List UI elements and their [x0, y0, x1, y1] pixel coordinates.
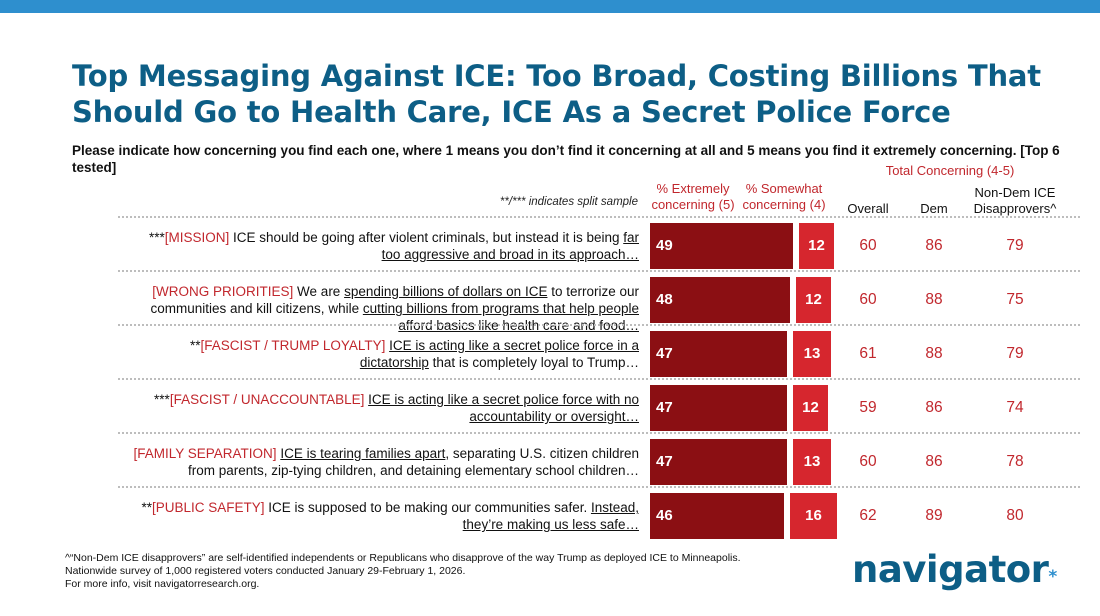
- message-text: [FAMILY SEPARATION] ICE is tearing famil…: [133, 446, 640, 478]
- message-tag: [PUBLIC SAFETY]: [152, 500, 265, 515]
- bar-somewhat: 12: [793, 385, 828, 431]
- bar-somewhat: 13: [793, 439, 831, 485]
- footnote-definition: ^“Non-Dem ICE disapprovers” are self-ide…: [65, 552, 741, 564]
- bar-extremely: 46: [650, 493, 784, 539]
- row-divider: [118, 432, 1080, 434]
- row-divider: [118, 378, 1080, 380]
- message-text: **[PUBLIC SAFETY] ICE is supposed to be …: [141, 500, 640, 532]
- value-non-dem: 78: [1006, 453, 1024, 470]
- header-somewhat: % Somewhat concerning (4): [742, 181, 826, 212]
- bar-extremely: 47: [650, 331, 787, 377]
- value-non-dem: 79: [1006, 237, 1024, 254]
- message-row: ***[MISSION] ICE should be going after v…: [118, 216, 1080, 270]
- header-extremely: % Extremely concerning (5): [651, 181, 735, 212]
- message-row: [WRONG PRIORITIES] We are spending billi…: [118, 270, 1080, 333]
- navigator-logo: navigator*: [852, 548, 1057, 591]
- value-overall: 60: [859, 453, 877, 470]
- row-divider: [118, 486, 1080, 488]
- value-dem: 89: [925, 507, 943, 524]
- split-sample-note: **/*** indicates split sample: [499, 196, 638, 208]
- bar-extremely: 49: [650, 223, 793, 269]
- message-text: **[FASCIST / TRUMP LOYALTY] ICE is actin…: [190, 338, 639, 370]
- value-overall: 62: [859, 507, 877, 524]
- message-text: ***[FASCIST / UNACCOUNTABLE] ICE is acti…: [154, 392, 639, 424]
- page-title: Top Messaging Against ICE: Too Broad, Co…: [72, 59, 1041, 129]
- value-non-dem: 75: [1006, 291, 1024, 308]
- message-row: **[PUBLIC SAFETY] ICE is supposed to be …: [118, 486, 1080, 540]
- bar-extremely: 47: [650, 385, 787, 431]
- value-dem: 88: [925, 291, 943, 308]
- bar-somewhat: 12: [799, 223, 834, 269]
- row-divider: [118, 270, 1080, 272]
- survey-question: Please indicate how concerning you find …: [72, 143, 1060, 175]
- value-dem: 88: [925, 345, 943, 362]
- value-non-dem: 74: [1006, 399, 1024, 416]
- header-non-dem: Non-Dem ICE Disapprovers^: [973, 185, 1057, 216]
- footnote-more-info: For more info, visit navigatorresearch.o…: [65, 578, 260, 590]
- value-non-dem: 80: [1006, 507, 1024, 524]
- row-divider: [118, 324, 1080, 326]
- value-dem: 86: [925, 399, 943, 416]
- top-accent-bar: [0, 0, 1100, 13]
- value-overall: 60: [859, 237, 877, 254]
- star-icon: *: [1048, 567, 1057, 587]
- header-total-concerning: Total Concerning (4-5): [885, 163, 1015, 178]
- row-divider: [118, 216, 1080, 218]
- value-overall: 61: [859, 345, 877, 362]
- bar-somewhat: 12: [796, 277, 831, 323]
- message-tag: [FASCIST / UNACCOUNTABLE]: [169, 392, 365, 407]
- message-text: ***[MISSION] ICE should be going after v…: [148, 230, 639, 262]
- bar-somewhat: 16: [790, 493, 837, 539]
- footnote-methodology: Nationwide survey of 1,000 registered vo…: [65, 565, 466, 577]
- header-dem: Dem: [920, 201, 948, 216]
- bar-somewhat: 13: [793, 331, 831, 377]
- value-dem: 86: [925, 237, 943, 254]
- message-row: [FAMILY SEPARATION] ICE is tearing famil…: [118, 432, 1080, 486]
- value-overall: 59: [859, 399, 877, 416]
- value-non-dem: 79: [1006, 345, 1024, 362]
- message-tag: [FAMILY SEPARATION]: [133, 446, 277, 461]
- message-text: [WRONG PRIORITIES] We are spending billi…: [150, 284, 640, 333]
- bar-extremely: 47: [650, 439, 787, 485]
- value-overall: 60: [859, 291, 877, 308]
- message-tag: [WRONG PRIORITIES]: [152, 284, 294, 299]
- header-overall: Overall: [847, 201, 889, 216]
- message-row: **[FASCIST / TRUMP LOYALTY] ICE is actin…: [118, 324, 1080, 378]
- message-row: ***[FASCIST / UNACCOUNTABLE] ICE is acti…: [118, 378, 1080, 432]
- message-tag: [FASCIST / TRUMP LOYALTY]: [200, 338, 386, 353]
- message-tag: [MISSION]: [164, 230, 230, 245]
- value-dem: 86: [925, 453, 943, 470]
- footnote: ^“Non-Dem ICE disapprovers” are self-ide…: [65, 552, 865, 591]
- bar-extremely: 48: [650, 277, 790, 323]
